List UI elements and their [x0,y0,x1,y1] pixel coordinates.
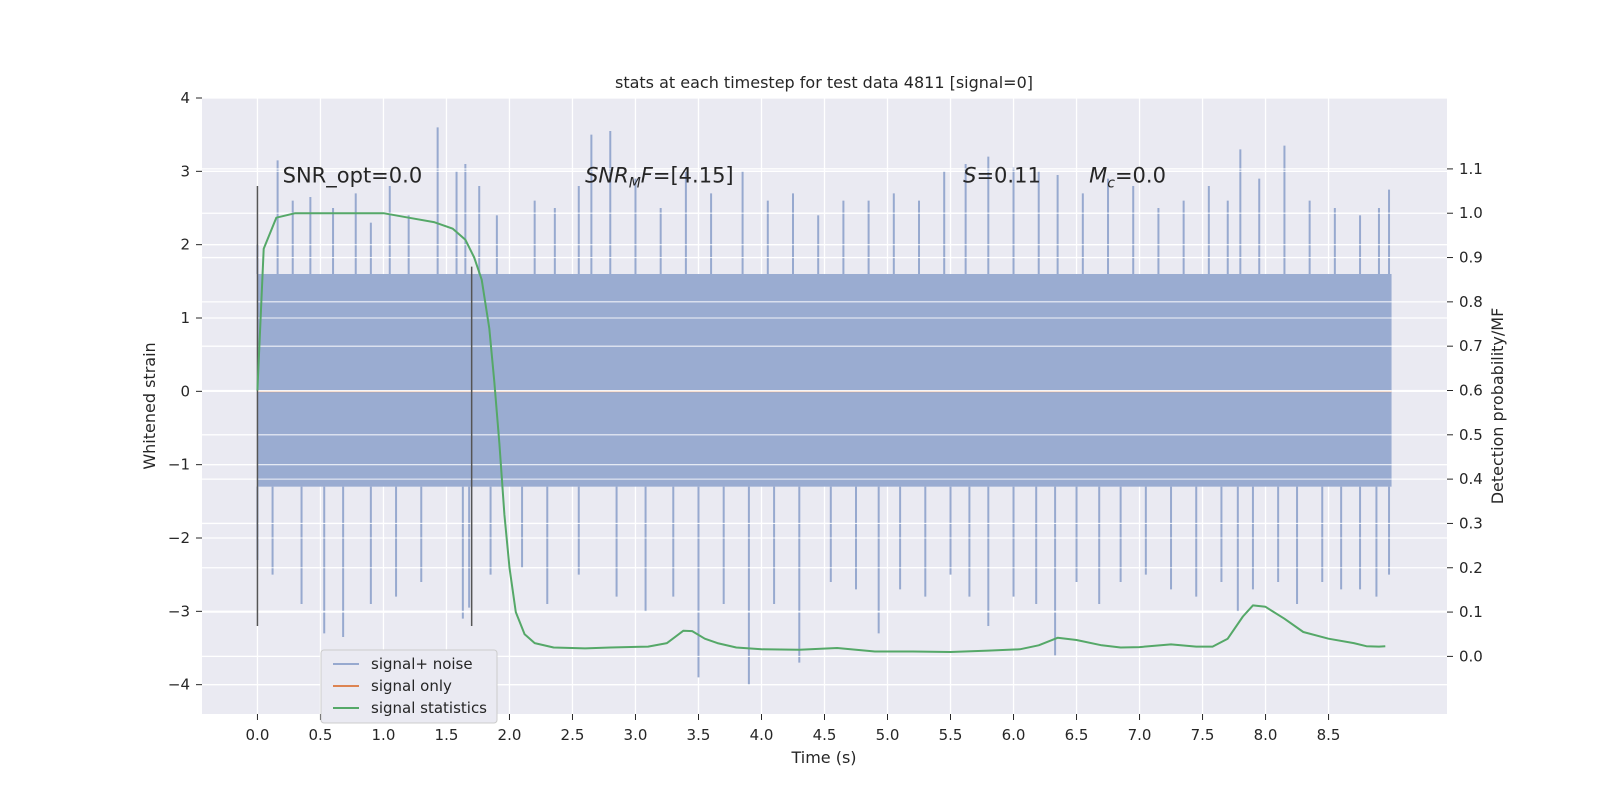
annotation-part: SNR [585,163,629,187]
legend-box [320,649,498,724]
y-axis-left: 4 3 2 1 0 −1 −2 −3 −4 [168,89,202,694]
x-tick-label: 3.0 [624,726,648,744]
y2-tick-label: 0.2 [1459,559,1483,577]
x-axis-label: Time (s) [790,748,856,767]
y2-tick-label: 1.1 [1459,160,1483,178]
x-tick-label: 4.0 [750,726,774,744]
annotation-text: SNRMF=[4.15] [585,163,734,191]
y2-tick-label: 0.5 [1459,426,1483,444]
x-tick-label: 8.5 [1317,726,1341,744]
noise-band [257,274,1392,487]
y2-tick-label: 1.0 [1459,204,1483,222]
annotation-part: c [1107,175,1115,191]
x-tick-label: 8.0 [1254,726,1278,744]
x-axis: 0.0 0.5 1.0 1.5 2.0 2.5 3.0 3.5 4.0 4.5 5.0 5.5 6.0 6… [246,714,1341,744]
x-tick-label: 2.5 [561,726,585,744]
y2-tick-label: 0.6 [1459,381,1483,399]
y2-tick-label: 0.4 [1459,470,1483,488]
y2-tick-label: 0.9 [1459,249,1483,267]
y2-tick-label: 0.8 [1459,293,1483,311]
annotations: SNR_opt=0.0 SNRMF=[4.15] S=0.11 Mc=0.0 [283,163,1166,191]
annotation-part: M [1089,163,1107,187]
x-tick-label: 7.0 [1128,726,1152,744]
chart-title: stats at each timestep for test data 481… [615,73,1033,92]
x-tick-label: 0.0 [246,726,270,744]
y-tick-label: 0 [180,382,190,400]
annotation-part: M [629,175,641,191]
y2-tick-label: 0.7 [1459,337,1483,355]
y-tick-label: −3 [168,602,190,620]
y-axis-label: Whitened strain [140,342,159,469]
y-tick-label: 3 [180,162,190,180]
legend-label-noise: signal+ noise [371,655,473,673]
annotation-part: F [641,163,654,187]
y-tick-label: 1 [180,309,190,327]
x-tick-label: 7.5 [1191,726,1215,744]
annotation-text: Mc=0.0 [1089,163,1166,191]
y-tick-label: −2 [168,529,190,547]
x-tick-label: 6.0 [1002,726,1026,744]
annotation-part: SNR_opt=0.0 [283,163,423,188]
y2-tick-label: 0.3 [1459,514,1483,532]
y2-axis-label: Detection probability/MF [1488,308,1507,505]
x-tick-label: 0.5 [309,726,333,744]
legend: signal+ noise signal only signal statist… [320,649,498,724]
x-tick-label: 5.5 [939,726,963,744]
y-tick-label: 4 [180,89,190,107]
x-tick-label: 4.5 [813,726,837,744]
y2-tick-label: 0.1 [1459,603,1483,621]
annotation-part: =0.11 [976,163,1040,187]
y-tick-label: −1 [168,456,190,474]
x-tick-label: 2.0 [498,726,522,744]
annotation-part: =[4.15] [653,163,734,187]
annotation-part: =0.0 [1115,163,1166,187]
y-axis-right: 1.1 1.0 0.9 0.8 0.7 0.6 0.5 0.4 0.3 0.2 0.1 0.0 [1447,160,1483,665]
x-tick-label: 3.5 [687,726,711,744]
y-tick-label: 2 [180,236,190,254]
y2-tick-label: 0.0 [1459,647,1483,665]
y-tick-label: −4 [168,676,190,694]
annotation-text: SNR_opt=0.0 [283,163,423,188]
annotation-text: S=0.11 [963,163,1041,187]
x-tick-label: 1.5 [435,726,459,744]
plot-area [256,127,1392,686]
legend-label-signal: signal only [371,677,452,695]
x-tick-label: 1.0 [372,726,396,744]
legend-label-statistics: signal statistics [371,699,487,717]
annotation-part: S [963,163,976,187]
x-tick-label: 5.0 [876,726,900,744]
signal-statistics-line [256,212,1386,653]
x-tick-label: 6.5 [1065,726,1089,744]
